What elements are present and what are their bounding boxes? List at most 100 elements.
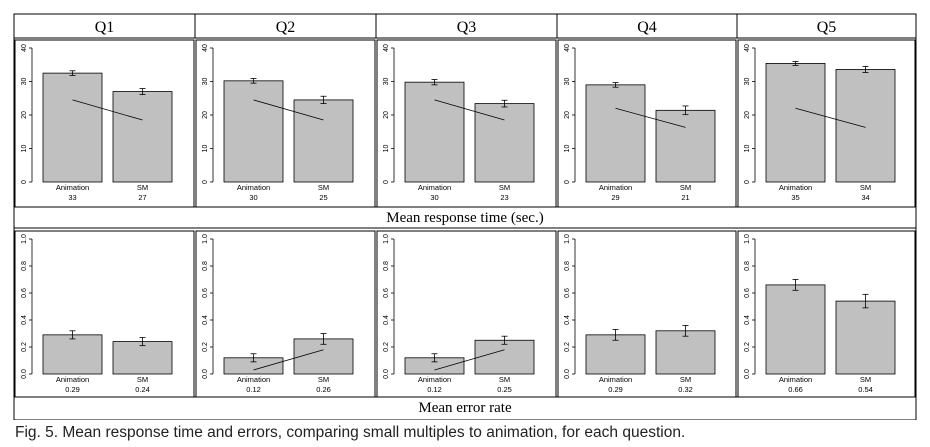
- connector-line: [72, 99, 143, 121]
- bar-sm: [474, 339, 535, 375]
- bar-sm: [293, 338, 354, 375]
- connector-line: [253, 99, 324, 121]
- connector-line: [434, 349, 505, 371]
- y-tick-label: 30: [202, 78, 209, 86]
- category-label: SM: [137, 183, 148, 192]
- connector-line: [434, 99, 505, 121]
- category-label: SM: [499, 375, 510, 384]
- row-label: Mean response time (sec.): [386, 210, 543, 226]
- y-tick-label: 0.2: [383, 342, 390, 352]
- y-tick-label: 0.8: [21, 261, 28, 271]
- y-tick-label: 10: [744, 145, 751, 153]
- bar-sm: [655, 330, 716, 375]
- y-tick-label: 10: [21, 145, 28, 153]
- y-tick-label: 0: [21, 180, 28, 184]
- value-label: 23: [500, 193, 508, 202]
- y-tick-label: 0.0: [744, 369, 751, 379]
- row-label: Mean error rate: [418, 400, 512, 416]
- bar-sm: [112, 91, 173, 183]
- y-tick-label: 0.6: [744, 288, 751, 298]
- category-label: SM: [318, 183, 329, 192]
- y-tick-label: 0.8: [383, 261, 390, 271]
- value-label: 29: [611, 193, 619, 202]
- question-header-q3: Q3: [457, 19, 477, 36]
- y-tick-label: 0.8: [564, 261, 571, 271]
- y-tick-label: 0.0: [21, 369, 28, 379]
- panel-frame: [376, 230, 557, 398]
- category-label: Animation: [599, 183, 632, 192]
- y-tick-label: 0.0: [564, 369, 571, 379]
- y-tick-label: 0.6: [21, 288, 28, 298]
- value-label: 0.66: [788, 385, 803, 394]
- y-tick-label: 1.0: [744, 234, 751, 244]
- y-tick-label: 1.0: [564, 234, 571, 244]
- figure: Q1 Q2 Q3 Q4 Q5 Mean response time (sec.) 0 10 20…: [13, 13, 917, 420]
- bar-animation: [223, 80, 284, 183]
- bar-animation: [42, 334, 103, 375]
- value-label: 35: [791, 193, 799, 202]
- y-tick-label: 0.8: [202, 261, 209, 271]
- category-label: Animation: [237, 183, 270, 192]
- bar-animation: [765, 284, 826, 375]
- y-tick-label: 0.0: [202, 369, 209, 379]
- value-label: 0.12: [246, 385, 261, 394]
- y-tick-label: 0.4: [564, 315, 571, 325]
- figure-frame: [13, 13, 917, 420]
- y-tick-label: 0.2: [564, 342, 571, 352]
- category-label: Animation: [418, 183, 451, 192]
- value-label: 0.25: [497, 385, 512, 394]
- y-tick-label: 0: [383, 180, 390, 184]
- panel-frame: [195, 230, 376, 398]
- value-label: 33: [68, 193, 76, 202]
- bar-animation: [42, 72, 103, 183]
- category-label: SM: [680, 183, 691, 192]
- panel-frame: [195, 39, 376, 208]
- y-tick-label: 30: [564, 78, 571, 86]
- category-label: SM: [318, 375, 329, 384]
- question-header-q1: Q1: [95, 19, 115, 36]
- y-tick-label: 40: [21, 44, 28, 52]
- category-label: SM: [137, 375, 148, 384]
- panel-frame: [376, 39, 557, 208]
- category-label: Animation: [56, 375, 89, 384]
- bar-animation: [765, 63, 826, 183]
- panel-frame: [737, 230, 916, 398]
- category-label: Animation: [56, 183, 89, 192]
- connector-line: [795, 107, 866, 128]
- value-label: 0.32: [678, 385, 693, 394]
- bar-sm: [655, 109, 716, 183]
- category-label: SM: [680, 375, 691, 384]
- category-label: Animation: [599, 375, 632, 384]
- bar-sm: [293, 99, 354, 183]
- question-header-q5: Q5: [817, 19, 837, 36]
- bar-sm: [835, 300, 896, 375]
- y-tick-label: 0.0: [383, 369, 390, 379]
- value-label: 30: [430, 193, 438, 202]
- panel-frame: [737, 39, 916, 208]
- y-tick-label: 0: [564, 180, 571, 184]
- bar-animation: [585, 334, 646, 375]
- value-label: 0.54: [858, 385, 873, 394]
- y-tick-label: 0.8: [744, 261, 751, 271]
- question-header-q2: Q2: [276, 19, 296, 36]
- category-label: SM: [860, 375, 871, 384]
- y-tick-label: 10: [564, 145, 571, 153]
- value-label: 0.26: [316, 385, 331, 394]
- value-label: 21: [681, 193, 689, 202]
- panel-frame: [557, 39, 737, 208]
- y-tick-label: 20: [202, 111, 209, 119]
- value-label: 25: [319, 193, 327, 202]
- y-tick-label: 10: [202, 145, 209, 153]
- bar-animation: [404, 81, 465, 183]
- figure-caption: Fig. 5. Mean response time and errors, c…: [15, 424, 686, 441]
- bar-animation: [585, 84, 646, 183]
- value-label: 30: [249, 193, 257, 202]
- category-label: SM: [499, 183, 510, 192]
- y-tick-label: 40: [202, 44, 209, 52]
- panel-frame: [557, 230, 737, 398]
- panel-frame: [14, 39, 195, 208]
- y-tick-label: 0.4: [202, 315, 209, 325]
- y-tick-label: 1.0: [383, 234, 390, 244]
- y-tick-label: 0.6: [202, 288, 209, 298]
- question-header-q4: Q4: [637, 19, 657, 36]
